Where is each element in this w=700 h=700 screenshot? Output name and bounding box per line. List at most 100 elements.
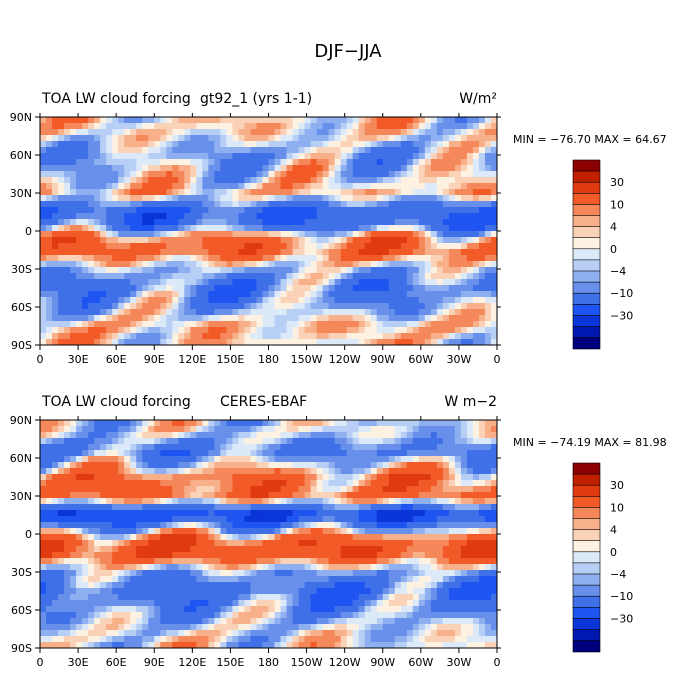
map-cell xyxy=(406,261,414,268)
map-cell xyxy=(208,291,215,298)
map-cell xyxy=(190,546,197,553)
map-cell xyxy=(418,309,426,316)
map-cell xyxy=(166,486,173,493)
map-cell xyxy=(226,255,234,262)
map-cell xyxy=(292,279,300,286)
map-cell xyxy=(184,303,191,310)
map-cell xyxy=(436,444,444,451)
map-cell xyxy=(316,534,324,541)
map-cell xyxy=(340,528,348,535)
colorbar-swatch xyxy=(572,193,601,206)
map-cell xyxy=(394,558,402,565)
map-cell xyxy=(148,171,155,178)
map-cell xyxy=(478,492,486,499)
map-cell xyxy=(448,420,456,427)
map-cell xyxy=(166,333,173,340)
map-cell xyxy=(208,564,215,571)
map-cell xyxy=(262,315,270,322)
map-cell xyxy=(106,438,113,445)
map-cell xyxy=(316,159,324,166)
map-cell xyxy=(250,171,258,178)
map-cell xyxy=(40,159,47,166)
y-tick-label: 30N xyxy=(10,187,32,200)
map-cell xyxy=(64,315,71,322)
map-cell xyxy=(52,327,59,334)
map-cell xyxy=(238,261,246,268)
map-cell xyxy=(322,321,330,328)
map-cell xyxy=(358,456,366,463)
map-cell xyxy=(52,285,59,292)
map-cell xyxy=(382,510,390,517)
map-cell xyxy=(382,297,390,304)
map-cell xyxy=(334,303,342,310)
map-cell xyxy=(124,444,131,451)
map-cell xyxy=(274,468,282,475)
map-cell xyxy=(166,291,173,298)
map-cell xyxy=(214,195,221,202)
map-cell xyxy=(142,498,149,505)
map-cell xyxy=(412,195,420,202)
map-cell xyxy=(358,297,366,304)
map-cell xyxy=(406,213,414,220)
map-cell xyxy=(274,303,282,310)
map-cell xyxy=(442,249,450,256)
map-cell xyxy=(442,291,450,298)
map-cell xyxy=(394,552,402,559)
map-cell xyxy=(310,195,318,202)
map-cell xyxy=(328,231,336,238)
map-cell xyxy=(268,135,276,142)
map-cell xyxy=(172,243,179,250)
map-cell xyxy=(298,333,306,340)
map-cell xyxy=(454,564,462,571)
map-cell xyxy=(454,123,462,130)
map-cell xyxy=(436,129,444,136)
map-cell xyxy=(370,552,378,559)
map-cell xyxy=(220,480,227,487)
map-cell xyxy=(244,207,252,214)
map-cell xyxy=(370,546,378,553)
map-cell xyxy=(94,576,101,583)
map-cell xyxy=(358,444,366,451)
map-cell xyxy=(484,273,492,280)
map-cell xyxy=(442,315,450,322)
map-cell xyxy=(112,516,119,523)
map-cell xyxy=(70,516,77,523)
map-cell xyxy=(100,303,107,310)
map-cell xyxy=(376,321,384,328)
map-cell xyxy=(352,159,360,166)
map-cell xyxy=(310,522,318,529)
map-cell xyxy=(382,147,390,154)
map-cell xyxy=(82,183,89,190)
map-cell xyxy=(352,225,360,232)
map-cell xyxy=(418,189,426,196)
map-cell xyxy=(130,189,137,196)
map-cell xyxy=(460,546,468,553)
map-cell xyxy=(148,474,155,481)
map-cell xyxy=(328,528,336,535)
map-cell xyxy=(196,558,203,565)
map-cell xyxy=(478,195,486,202)
map-cell xyxy=(208,468,215,475)
map-cell xyxy=(472,516,480,523)
map-cell xyxy=(124,309,131,316)
map-cell xyxy=(400,159,408,166)
map-cell xyxy=(334,480,342,487)
map-cell xyxy=(148,420,155,427)
map-cell xyxy=(244,468,252,475)
map-cell xyxy=(184,213,191,220)
map-cell xyxy=(472,546,480,553)
map-cell xyxy=(316,237,324,244)
map-cell xyxy=(196,468,203,475)
map-cell xyxy=(448,183,456,190)
map-cell xyxy=(262,528,270,535)
map-cell xyxy=(130,123,137,130)
map-cell xyxy=(106,171,113,178)
map-cell xyxy=(394,426,402,433)
map-cell xyxy=(106,528,113,535)
map-cell xyxy=(466,183,474,190)
map-cell xyxy=(472,420,480,427)
map-cell xyxy=(358,303,366,310)
map-cell xyxy=(220,213,227,220)
map-cell xyxy=(292,528,300,535)
map-cell xyxy=(52,255,59,262)
